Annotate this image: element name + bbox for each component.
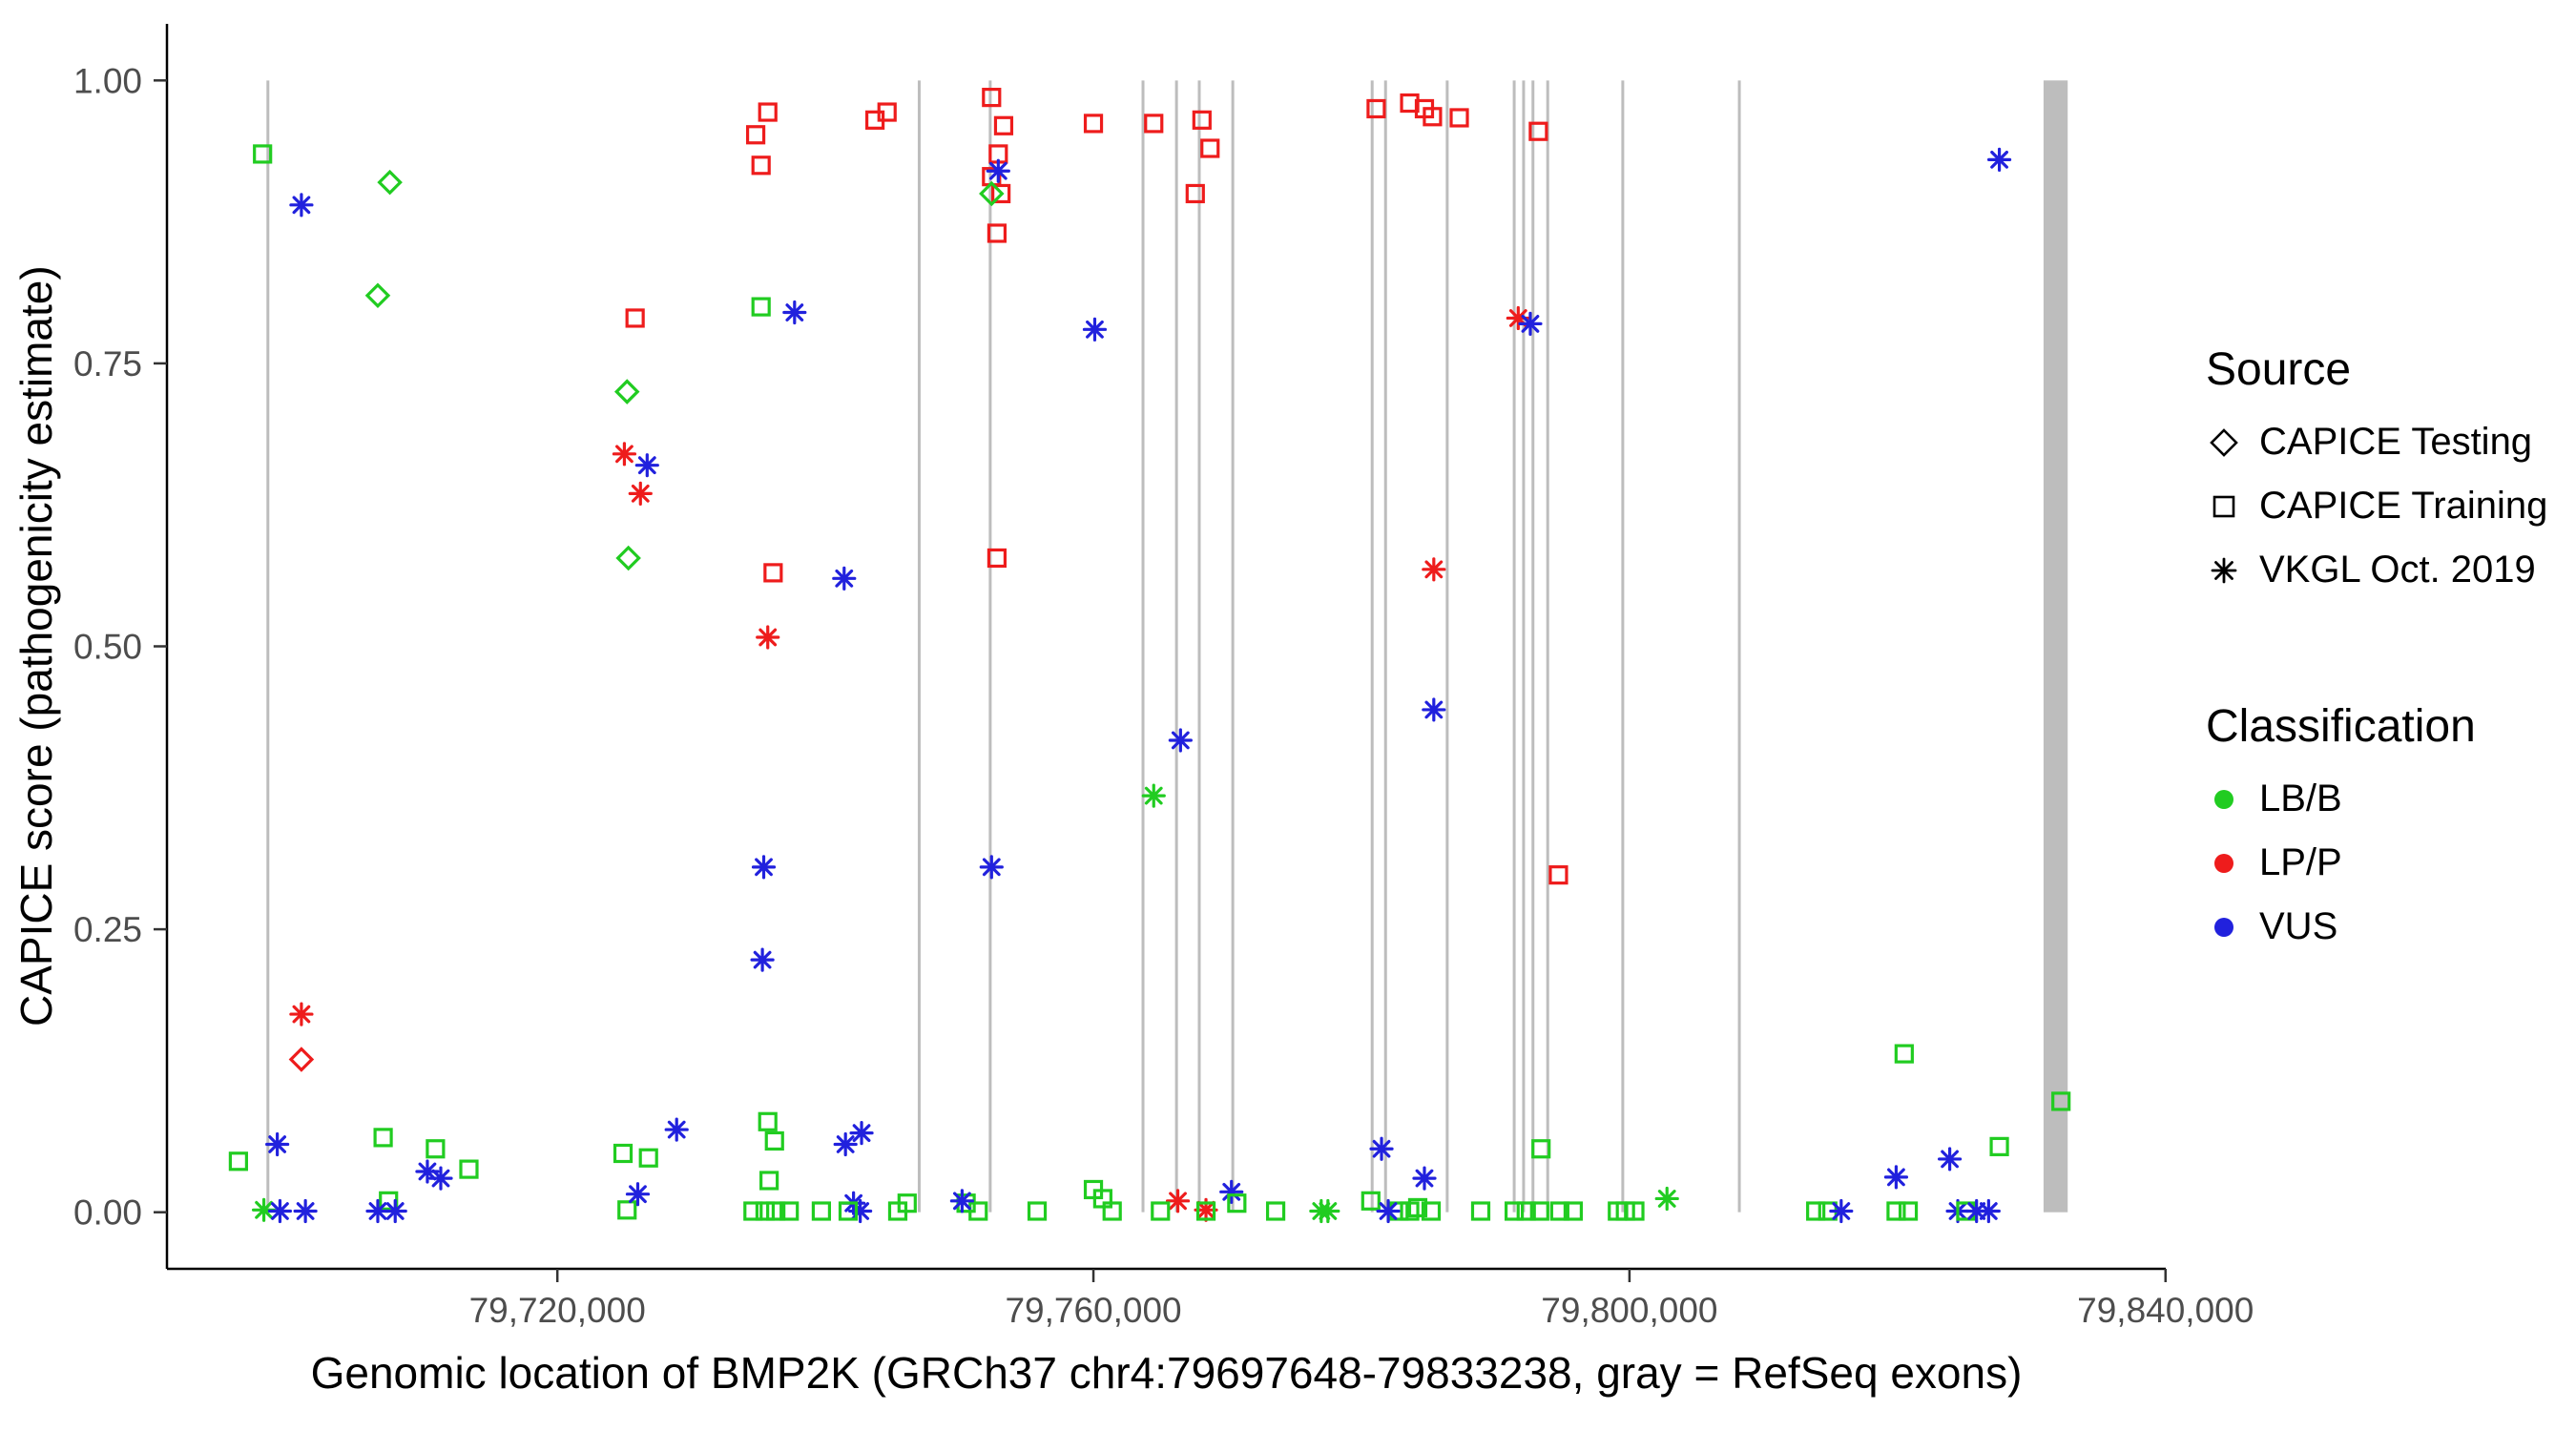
svg-text:0.00: 0.00	[73, 1193, 142, 1233]
asterisk-icon	[2211, 557, 2237, 583]
legend-item-vus: VUS	[2206, 905, 2574, 948]
legend-item-label: LP/P	[2259, 841, 2342, 883]
legend-source: Source CAPICE Testing CAPICE Training	[2206, 343, 2574, 612]
svg-text:1.00: 1.00	[73, 61, 142, 100]
legend: Source CAPICE Testing CAPICE Training	[2206, 343, 2574, 969]
legend-source-title: Source	[2206, 344, 2352, 395]
legend-item-label: CAPICE Training	[2259, 485, 2548, 527]
legend-item-vkgl: VKGL Oct. 2019	[2206, 549, 2574, 591]
svg-text:79,840,000: 79,840,000	[2077, 1291, 2254, 1330]
legend-item-label: VUS	[2259, 905, 2338, 947]
svg-text:0.25: 0.25	[73, 910, 142, 949]
legend-item-label: LB/B	[2259, 778, 2342, 819]
legend-classification: Classification LB/B LP/P VUS	[2206, 700, 2574, 969]
legend-item-capice-testing: CAPICE Testing	[2206, 421, 2574, 464]
svg-text:0.50: 0.50	[73, 628, 142, 667]
dot-icon	[2214, 917, 2233, 937]
y-axis-title: CAPICE score (pathogenicity estimate)	[11, 265, 61, 1027]
legend-item-lpp: LP/P	[2206, 841, 2574, 884]
legend-classification-title: Classification	[2206, 701, 2476, 752]
square-icon	[2212, 495, 2235, 517]
diamond-icon	[2210, 427, 2238, 457]
x-axis-title: Genomic location of BMP2K (GRCh37 chr4:7…	[310, 1348, 2023, 1398]
legend-item-label: VKGL Oct. 2019	[2259, 549, 2536, 591]
legend-item-capice-training: CAPICE Training	[2206, 485, 2574, 528]
dot-icon	[2214, 789, 2233, 809]
svg-text:79,760,000: 79,760,000	[1005, 1291, 1181, 1330]
legend-item-lbb: LB/B	[2206, 778, 2574, 820]
svg-text:0.75: 0.75	[73, 344, 142, 384]
svg-text:79,800,000: 79,800,000	[1541, 1291, 1717, 1330]
legend-item-label: CAPICE Testing	[2259, 421, 2533, 463]
svg-text:79,720,000: 79,720,000	[469, 1291, 646, 1330]
dot-icon	[2214, 853, 2233, 873]
